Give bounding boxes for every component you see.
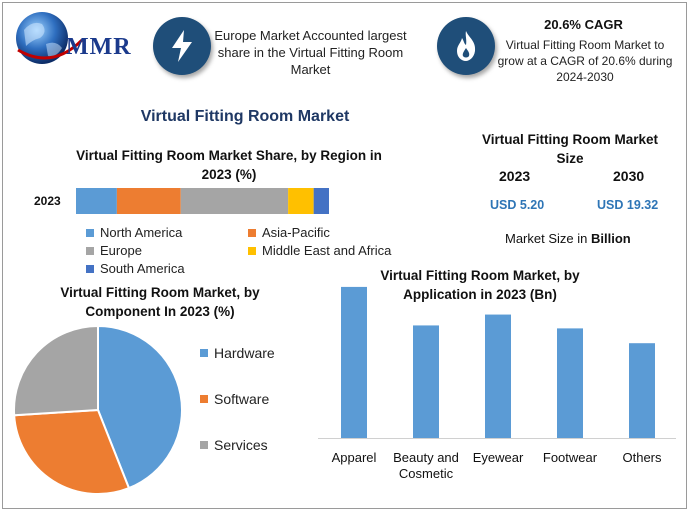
region-legend-item-europe: Europe (86, 243, 142, 258)
bar-eyewear (485, 314, 511, 438)
lightning-badge (153, 17, 211, 75)
region-segment-asia-pacific (116, 188, 181, 214)
component-chart-title: Virtual Fitting Room Market, by Componen… (60, 285, 260, 319)
region-stacked-bar (76, 188, 329, 214)
legend-label: South America (100, 261, 185, 276)
region-segment-europe (180, 188, 289, 214)
legend-label: Middle East and Africa (262, 243, 392, 258)
pie-slice-services (13, 324, 99, 417)
region-segment-north-america (76, 188, 117, 214)
market-size-value-2030: USD 19.32 (597, 198, 659, 212)
legend-swatch (86, 246, 94, 255)
legend-swatch (200, 395, 208, 403)
component-legend-item-services: Services (200, 437, 268, 453)
logo-text: MMR (66, 34, 132, 60)
lightning-icon (172, 30, 192, 62)
application-chart-title: Virtual Fitting Room Market, by Applicat… (380, 268, 580, 302)
mmr-logo: MMR (12, 10, 142, 70)
bar-apparel (341, 286, 367, 438)
flame-icon (457, 31, 476, 61)
region-segment-middle-east-and-africa (288, 188, 314, 214)
x-tick-label-apparel: Apparel (331, 450, 377, 465)
flame-badge (437, 17, 495, 75)
application-bar-chart (318, 286, 676, 439)
legend-label: Asia-Pacific (262, 225, 330, 240)
component-pie (13, 324, 183, 495)
region-chart-title: Virtual Fitting Room Market Share, by Re… (76, 148, 382, 182)
x-tick-label-eyewear: Eyewear (472, 450, 524, 465)
legend-label: Software (214, 391, 270, 407)
legend-swatch (86, 264, 94, 273)
bar-beauty-and-cosmetic (413, 325, 439, 438)
legend-label: Hardware (214, 345, 275, 361)
bar-others (629, 343, 655, 438)
legend-label: Europe (100, 243, 142, 258)
market-size-value-2023: USD 5.20 (490, 198, 545, 212)
component-legend: Hardware Software Services (200, 345, 300, 465)
application-x-labels: Apparel Beauty and Cosmetic Eyewear Footwea… (318, 450, 678, 490)
cagr-title: 20.6% CAGR (544, 17, 623, 32)
legend-swatch (200, 349, 208, 357)
legend-label: North America (100, 225, 183, 240)
component-legend-item-software: Software (200, 391, 269, 407)
legend-swatch (86, 228, 94, 237)
x-tick-label-others: Others (622, 450, 662, 465)
region-legend-item-asia-pacific: Asia-Pacific (248, 225, 330, 240)
market-size-year-2030: 2030 (613, 168, 645, 184)
legend-swatch (248, 246, 256, 255)
main-title: Virtual Fitting Room Market (140, 108, 350, 125)
region-legend: North America Asia-Pacific Europe Middle Ea… (86, 225, 426, 279)
x-tick-label-beauty-and-cosmetic: Beauty and Cosmetic (393, 450, 459, 481)
infographic-frame (2, 2, 687, 509)
region-legend-item-north-america: North America (86, 225, 182, 240)
market-size-year-2023: 2023 (499, 168, 531, 184)
region-legend-item-middle-east-and-africa: Middle East and Africa (248, 243, 391, 258)
unit-note-bold: Billion (590, 231, 631, 246)
pie-slice-software (13, 408, 131, 495)
market-size-title: Virtual Fitting Room Market Size (481, 132, 658, 166)
legend-label: Services (214, 437, 268, 453)
component-legend-item-hardware: Hardware (200, 345, 275, 361)
region-bar-category: 2023 (34, 194, 61, 208)
pie-slice-hardware (97, 324, 183, 490)
region-segment-south-america (313, 188, 329, 214)
legend-swatch (248, 228, 256, 237)
cagr-text: Virtual Fitting Room Market to grow at a… (497, 38, 673, 84)
x-tick-label-footwear: Footwear (542, 450, 598, 465)
region-legend-item-south-america: South America (86, 261, 185, 276)
legend-swatch (200, 441, 208, 449)
unit-note-prefix: Market Size in (505, 231, 591, 246)
fact-europe-share: Europe Market Accounted largest share in… (214, 28, 407, 77)
market-size-unit-note: Market Size in Billion (505, 231, 631, 246)
bar-footwear (557, 328, 583, 438)
globe-icon (16, 12, 84, 64)
